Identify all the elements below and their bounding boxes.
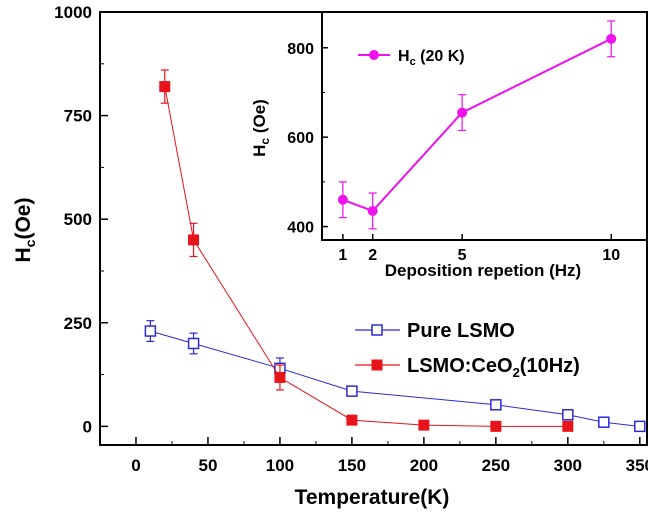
x-tick-label: 150 bbox=[338, 456, 366, 475]
inset-y-axis-title-rest: (Oe) bbox=[250, 99, 269, 138]
inset-legend-label-sub: c bbox=[410, 56, 416, 68]
legend-label-lsmo-ceo2-sub: 2 bbox=[513, 365, 520, 380]
data-point bbox=[337, 194, 348, 205]
legend-label-lsmo-ceo2: LSMO:CeO2(10Hz) bbox=[407, 355, 580, 380]
inset-background bbox=[322, 12, 647, 240]
inset-y-axis-title-sub: c bbox=[258, 138, 272, 145]
x-tick-label: 200 bbox=[410, 456, 438, 475]
y-tick-label: 800 bbox=[287, 41, 314, 58]
inset-y-axis-title: Hc (Oe) bbox=[250, 99, 272, 157]
x-tick-label: 50 bbox=[198, 456, 217, 475]
inset-legend-label-main: H bbox=[398, 48, 410, 65]
y-tick-label: 600 bbox=[287, 130, 314, 147]
legend-label-pure-lsmo: Pure LSMO bbox=[407, 320, 515, 342]
inset-series bbox=[337, 20, 617, 230]
main-legend: Pure LSMO LSMO:CeO2(10Hz) bbox=[355, 320, 580, 380]
data-point bbox=[346, 385, 358, 397]
y-tick-label: 400 bbox=[287, 220, 314, 237]
x-tick-label: 300 bbox=[554, 456, 582, 475]
inset-x-axis-title: Deposition repetion (Hz) bbox=[385, 261, 581, 280]
data-point bbox=[346, 414, 358, 426]
data-point bbox=[188, 234, 200, 246]
main-x-axis-title: Temperature(K) bbox=[295, 486, 450, 509]
data-point bbox=[159, 81, 171, 93]
series-line-0 bbox=[342, 37, 612, 213]
series-line-0 bbox=[150, 330, 640, 427]
data-point bbox=[144, 325, 157, 337]
data-point bbox=[562, 409, 574, 421]
x-tick-label: 100 bbox=[266, 456, 294, 475]
y-tick-label: 0 bbox=[83, 417, 92, 436]
x-tick-label: 350 bbox=[626, 456, 648, 475]
inset-legend-label-rest: (20 K) bbox=[416, 48, 465, 65]
inset-y-axis-title-main: H bbox=[250, 145, 269, 157]
legend-marker-lsmo-ceo2 bbox=[371, 359, 383, 371]
data-point bbox=[187, 337, 200, 350]
y-tick-label: 1000 bbox=[54, 3, 92, 22]
data-point bbox=[418, 419, 430, 431]
x-tick-label: 0 bbox=[131, 456, 140, 475]
data-point bbox=[457, 107, 468, 118]
data-point bbox=[634, 420, 646, 433]
y-tick-label: 250 bbox=[64, 314, 92, 333]
x-tick-label: 10 bbox=[602, 247, 620, 264]
data-point bbox=[274, 371, 286, 383]
inset-legend-marker bbox=[369, 50, 379, 60]
main-y-axis-title: Hc(Oe) bbox=[12, 198, 38, 263]
inset-legend-label: Hc (20 K) bbox=[398, 48, 465, 68]
y-tick-label: 750 bbox=[64, 107, 92, 126]
data-point bbox=[490, 420, 502, 432]
data-point bbox=[490, 399, 502, 411]
inset-plot-frame bbox=[321, 11, 648, 241]
data-point bbox=[606, 33, 617, 44]
legend-label-lsmo-ceo2-main: LSMO:CeO bbox=[407, 355, 513, 377]
legend-marker-pure-lsmo bbox=[371, 324, 383, 336]
data-point bbox=[367, 205, 378, 216]
inset-ticks: 1 2 5 10 400 600 800 bbox=[287, 41, 620, 264]
main-ticks: 0 50 100 150 200 250 300 350 0 250 500 750 1000 bbox=[54, 3, 648, 475]
legend-label-lsmo-ceo2-rest: (10Hz) bbox=[520, 355, 580, 377]
x-tick-label: 250 bbox=[482, 456, 510, 475]
inset-legend: Hc (20 K) bbox=[358, 48, 465, 68]
main-y-axis-title-rest: (Oe) bbox=[12, 198, 35, 240]
x-tick-label: 2 bbox=[368, 247, 377, 264]
x-tick-label: 5 bbox=[458, 247, 467, 264]
main-y-axis-title-main: H bbox=[12, 247, 35, 262]
main-y-axis-title-sub: c bbox=[22, 239, 38, 247]
data-point bbox=[562, 420, 574, 432]
y-tick-label: 500 bbox=[64, 210, 92, 229]
data-point bbox=[598, 416, 610, 428]
x-tick-label: 1 bbox=[338, 247, 347, 264]
main-series bbox=[144, 69, 646, 433]
